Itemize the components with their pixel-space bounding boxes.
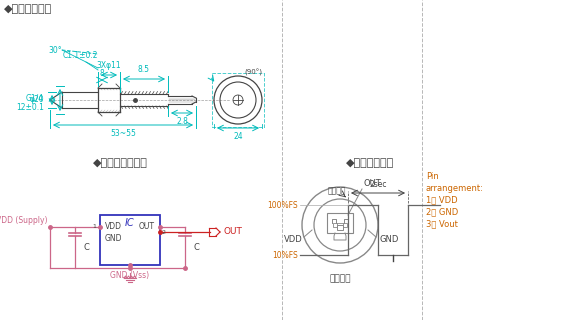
Text: ◆传感器内部电路: ◆传感器内部电路 xyxy=(92,158,147,168)
Text: GND: GND xyxy=(380,235,399,244)
Text: IC: IC xyxy=(125,218,135,228)
Text: OUT: OUT xyxy=(223,228,242,236)
Bar xyxy=(337,225,343,230)
Text: 53~55: 53~55 xyxy=(110,129,136,138)
Text: 2sec: 2sec xyxy=(369,180,387,189)
Text: OUT: OUT xyxy=(139,222,155,231)
Text: VDD: VDD xyxy=(284,235,303,244)
Bar xyxy=(333,223,337,227)
Text: φ20: φ20 xyxy=(29,95,44,105)
Text: ◆压力循环试验: ◆压力循环试验 xyxy=(346,158,394,168)
Text: 3Xφ11: 3Xφ11 xyxy=(96,61,121,70)
Text: 8.5: 8.5 xyxy=(138,65,150,74)
Text: Pin
arrangement:
1： VDD
2： GND
3： Vout: Pin arrangement: 1： VDD 2： GND 3： Vout xyxy=(426,172,484,228)
Text: 24: 24 xyxy=(233,132,243,141)
Text: OUT: OUT xyxy=(363,179,381,188)
Text: 压力循环: 压力循环 xyxy=(328,186,346,195)
Text: 2.8: 2.8 xyxy=(176,117,188,126)
Text: C1.1±0.2: C1.1±0.2 xyxy=(62,51,98,60)
Text: GND (Vss): GND (Vss) xyxy=(111,271,149,280)
Text: 8: 8 xyxy=(100,69,104,78)
Bar xyxy=(327,213,353,233)
Text: 12±0.1: 12±0.1 xyxy=(16,103,44,113)
Text: (90°): (90°) xyxy=(244,68,262,76)
Bar xyxy=(100,215,160,265)
Text: 接线方式: 接线方式 xyxy=(329,274,351,283)
Text: 1: 1 xyxy=(92,225,96,229)
Bar xyxy=(343,223,347,227)
Text: ◆产品外观尺寸: ◆产品外观尺寸 xyxy=(4,4,52,14)
Text: C: C xyxy=(194,243,200,252)
Text: 2: 2 xyxy=(162,229,166,235)
Text: C: C xyxy=(84,243,90,252)
Text: VDD: VDD xyxy=(105,222,122,231)
Text: VDD (Supply): VDD (Supply) xyxy=(0,216,47,225)
Text: 10%FS: 10%FS xyxy=(272,251,298,260)
Text: GND: GND xyxy=(105,234,122,243)
Text: G1/4: G1/4 xyxy=(26,93,44,102)
Text: 100%FS: 100%FS xyxy=(267,201,298,210)
Text: 30°: 30° xyxy=(48,46,62,55)
